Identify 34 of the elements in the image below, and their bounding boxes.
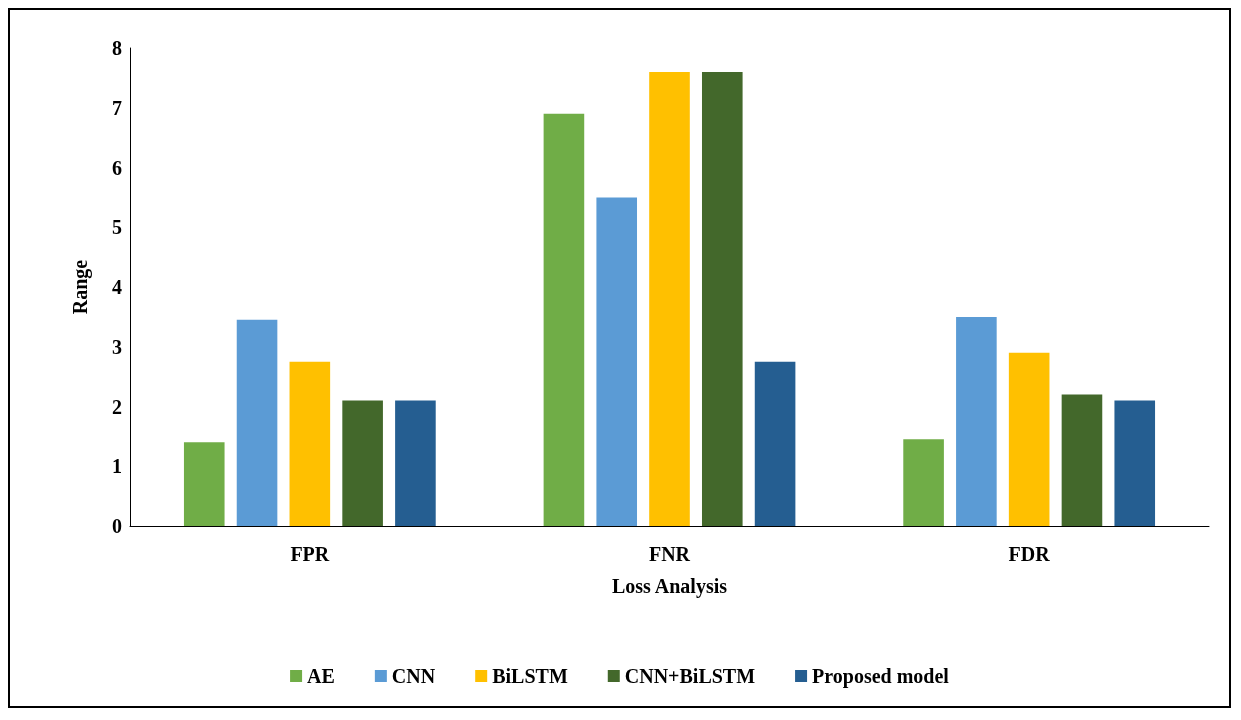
x-tick-label: FNR	[648, 543, 691, 565]
legend-label: Proposed model	[812, 665, 950, 688]
bar	[289, 361, 331, 526]
bar	[1061, 394, 1103, 526]
y-tick-label: 4	[112, 276, 122, 298]
y-tick-label: 0	[112, 515, 122, 537]
bar	[649, 71, 690, 526]
bar	[596, 197, 638, 526]
y-tick-label: 8	[112, 37, 122, 59]
y-tick-label: 7	[112, 96, 122, 119]
y-tick-label: 2	[112, 395, 122, 418]
y-tick-label: 1	[112, 455, 122, 478]
bar	[1008, 352, 1050, 526]
bar	[183, 442, 225, 526]
legend-label: CNN	[391, 665, 436, 687]
bar	[701, 71, 743, 526]
y-tick-label: 5	[112, 216, 122, 239]
y-tick-label: 6	[112, 156, 122, 179]
x-axis-title: Loss Analysis	[611, 575, 728, 598]
bar	[903, 439, 944, 526]
bar	[956, 316, 997, 526]
y-tick-label: 3	[112, 335, 122, 358]
bar	[1114, 400, 1156, 526]
bar	[342, 400, 383, 526]
bar	[543, 113, 585, 526]
legend-label: CNN+BiLSTM	[624, 665, 756, 687]
x-tick-label: FPR	[290, 543, 330, 565]
bar	[395, 400, 436, 526]
bar	[236, 319, 278, 526]
legend-label: AE	[307, 665, 335, 687]
x-tick-label: FDR	[1008, 543, 1051, 565]
legend-label: BiLSTM	[492, 665, 568, 687]
y-axis-title: Range	[69, 259, 92, 315]
bar	[754, 361, 796, 526]
